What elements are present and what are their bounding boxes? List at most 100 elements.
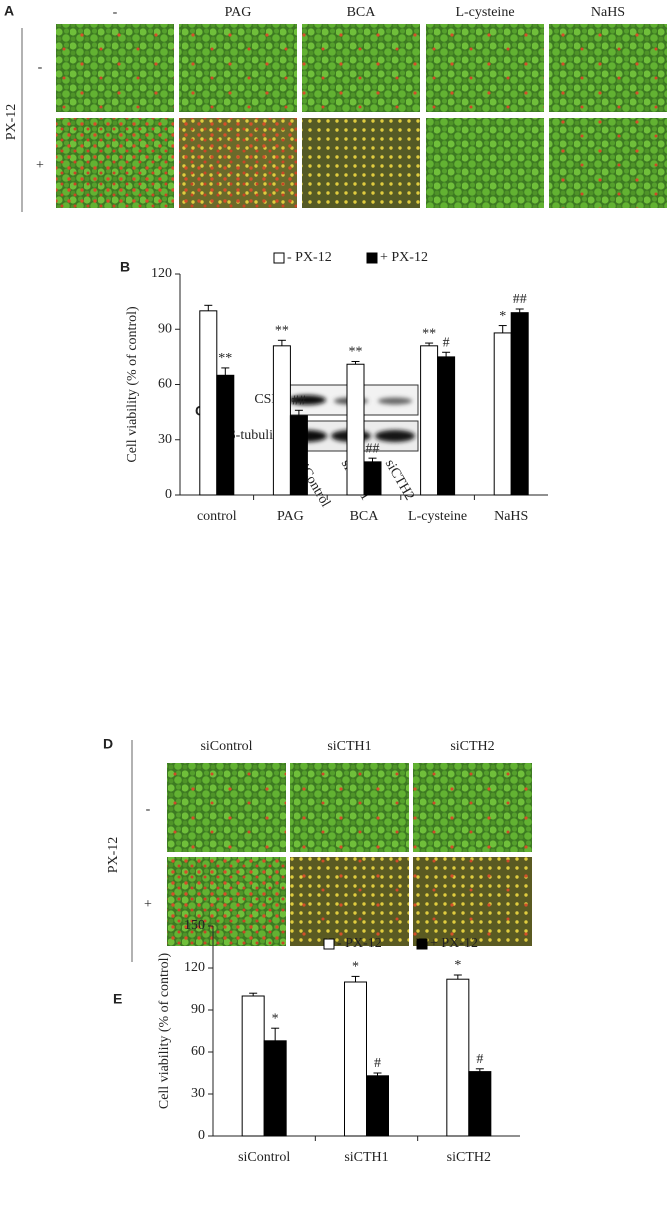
micrograph (426, 118, 544, 208)
bar (493, 332, 512, 496)
legend-swatch (273, 252, 285, 264)
micrograph-layer (167, 857, 286, 946)
bar (346, 363, 365, 496)
column-label: L-cysteine (455, 5, 514, 20)
micrograph-layer (549, 24, 667, 112)
column-label: NaHS (591, 5, 625, 20)
row-title: PX-12 (106, 837, 121, 874)
bar (199, 310, 218, 496)
significance-label: * (499, 309, 506, 324)
micrograph (549, 118, 667, 208)
column-label: siCTH2 (450, 739, 494, 754)
lane-label: siCTH2 (382, 457, 417, 503)
bar (216, 374, 235, 496)
y-tick-label: 60 (191, 1044, 205, 1059)
significance-label: * (454, 958, 461, 973)
x-tick-label: L-cysteine (408, 509, 467, 524)
micrograph-layer (413, 763, 532, 852)
row-label: - (146, 802, 151, 817)
micrograph (56, 118, 174, 208)
bar (510, 312, 529, 496)
bar (272, 345, 291, 496)
micrograph-layer (56, 118, 174, 208)
micrograph-layer (290, 763, 409, 852)
legend-swatch (323, 938, 335, 950)
y-tick-label: 120 (151, 266, 172, 281)
y-tick-label: 0 (165, 487, 172, 502)
legend-label: - PX-12 (287, 250, 332, 265)
panel-a: A PX-12 - + - PAG BCA L-cysteine NaHS (4, 3, 667, 212)
row-label: β-tubulin (229, 428, 280, 443)
significance-label: ** (218, 351, 232, 366)
micrograph (179, 118, 297, 208)
x-tick-label: PAG (277, 509, 304, 524)
micrograph (167, 857, 286, 946)
micrograph-layer (290, 857, 409, 946)
micrograph (290, 857, 409, 946)
y-tick-label: 150 (184, 918, 205, 933)
micrograph (426, 24, 544, 112)
significance-label: ## (366, 441, 380, 456)
micrograph (413, 763, 532, 852)
row-label: + (36, 158, 44, 173)
significance-label: * (352, 960, 359, 975)
y-tick-label: 90 (158, 321, 172, 336)
micrograph (56, 24, 174, 112)
bar (366, 1075, 389, 1137)
y-tick-label: 120 (184, 960, 205, 975)
micrograph-layer (426, 118, 544, 208)
significance-label: # (476, 1052, 483, 1067)
legend-label: + PX-12 (380, 250, 428, 265)
row-title: PX-12 (4, 104, 19, 141)
panel-label: A (4, 3, 14, 19)
x-tick-label: siCTH1 (344, 1150, 388, 1165)
y-tick-label: 30 (191, 1086, 205, 1101)
legend-label: - PX-12 (337, 936, 382, 951)
significance-label: ** (422, 326, 436, 341)
micrograph (290, 763, 409, 852)
significance-label: # (374, 1056, 381, 1071)
significance-label: * (272, 1011, 279, 1026)
micrograph (549, 24, 667, 112)
column-label: siControl (200, 739, 252, 754)
y-tick-label: 90 (191, 1002, 205, 1017)
row-label: - (38, 60, 43, 75)
legend-swatch (416, 938, 428, 950)
bar (437, 356, 456, 496)
micrograph (302, 24, 420, 112)
panel-d: D PX-12 - + siControl siCTH1 siCTH2 (103, 736, 532, 962)
significance-label: ** (275, 324, 289, 339)
significance-label: # (443, 335, 450, 350)
bar (241, 995, 265, 1137)
micrograph (302, 118, 420, 208)
y-tick-label: 60 (158, 377, 172, 392)
micrograph-layer (302, 24, 420, 112)
micrograph (413, 857, 532, 946)
significance-label: ## (513, 292, 527, 307)
micrograph-layer (426, 24, 544, 112)
column-label: siCTH1 (327, 739, 371, 754)
panel-label: B (120, 259, 130, 275)
x-tick-label: siControl (238, 1150, 290, 1165)
x-tick-label: NaHS (494, 509, 528, 524)
micrograph-layer (302, 118, 420, 208)
micrograph-layer (179, 24, 297, 112)
micrograph-layer (549, 118, 667, 208)
micrograph-layer (179, 118, 297, 208)
y-axis-title: Cell viability (% of control) (157, 953, 172, 1110)
significance-label: ## (292, 394, 306, 409)
bar (363, 461, 382, 496)
y-tick-label: 30 (158, 432, 172, 447)
column-label: BCA (347, 5, 377, 20)
bar (344, 981, 367, 1137)
bar (420, 345, 439, 496)
legend-label: + PX-12 (430, 936, 478, 951)
bar (289, 415, 308, 496)
x-tick-label: control (197, 509, 237, 524)
significance-label: ** (349, 345, 363, 360)
micrograph (179, 24, 297, 112)
x-tick-label: siCTH2 (447, 1150, 491, 1165)
column-label: PAG (225, 5, 252, 20)
legend-swatch (366, 252, 378, 264)
